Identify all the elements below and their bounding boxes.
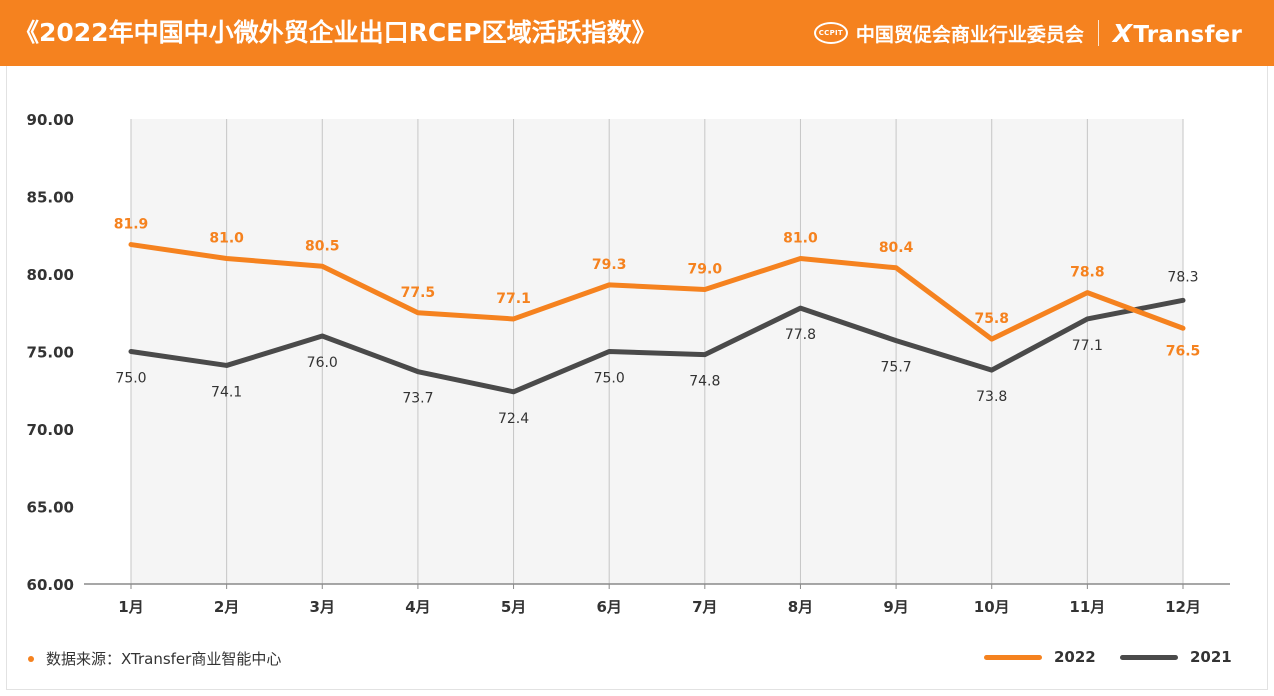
y-tick-label: 65.00 <box>27 499 74 517</box>
x-tick-label: 9月 <box>883 598 908 616</box>
data-point-2022 <box>1181 326 1185 330</box>
data-label-2021: 74.1 <box>211 384 242 400</box>
data-label-2022: 77.1 <box>496 291 531 307</box>
data-point-2021 <box>512 390 516 394</box>
data-label-2021: 73.8 <box>976 389 1007 405</box>
series-line-2022 <box>128 242 1186 342</box>
xtransfer-logo-text: Transfer <box>1133 21 1242 48</box>
org-name: 中国贸促会商业行业委员会 <box>855 23 1084 46</box>
y-tick-label: 90.00 <box>27 111 74 129</box>
x-tick-label: 10月 <box>974 598 1010 616</box>
chart-frame <box>6 66 1268 690</box>
data-label-2021: 75.0 <box>594 371 625 387</box>
data-point-2022 <box>703 288 707 291</box>
data-label-2022: 81.0 <box>783 231 818 247</box>
data-source-note: 数据来源：XTransfer商业智能中心 <box>28 648 281 669</box>
legend-swatch-2021 <box>1120 654 1178 660</box>
x-tick-label: 5月 <box>501 598 526 616</box>
x-tick-label: 11月 <box>1069 598 1105 616</box>
data-point-2022 <box>798 257 802 260</box>
data-label-2022: 78.8 <box>1070 265 1105 281</box>
series-line-2021 <box>128 297 1186 395</box>
data-point-2022 <box>416 311 420 315</box>
x-tick-label: 6月 <box>596 598 621 616</box>
data-point-2021 <box>1181 298 1185 302</box>
data-label-2021: 74.8 <box>689 374 720 390</box>
data-label-2022: 80.5 <box>305 238 340 254</box>
legend-label-2021: 2021 <box>1190 648 1232 666</box>
page-title: 《2022年中国中小微外贸企业出口RCEP区域活跃指数》 <box>14 18 657 47</box>
data-point-2021 <box>703 353 707 357</box>
data-point-2021 <box>320 334 324 338</box>
legend-label-2022: 2022 <box>1054 648 1096 666</box>
data-source-text: 数据来源：XTransfer商业智能中心 <box>46 650 282 668</box>
data-point-2021 <box>1085 317 1089 321</box>
data-point-2022 <box>990 337 994 341</box>
data-point-2022 <box>894 266 898 270</box>
data-point-2022 <box>1085 291 1089 295</box>
data-point-2021 <box>990 368 994 372</box>
bullet-icon <box>28 655 34 662</box>
data-label-2021: 75.0 <box>115 371 146 387</box>
data-label-2021: 76.0 <box>307 355 338 371</box>
data-label-2021: 72.4 <box>498 411 529 427</box>
data-point-2022 <box>512 317 516 321</box>
xtransfer-logo-x: X <box>1112 18 1133 48</box>
x-tick-label: 4月 <box>405 598 430 616</box>
x-tick-label: 2月 <box>214 598 239 616</box>
data-label-2022: 81.9 <box>114 217 149 233</box>
data-label-2022: 75.8 <box>974 311 1009 327</box>
ccpit-logo-icon: CCPIT <box>813 22 848 44</box>
data-label-2021: 77.8 <box>785 327 816 343</box>
data-point-2021 <box>894 339 898 343</box>
brand-divider <box>1097 20 1099 46</box>
data-point-2021 <box>416 370 420 374</box>
data-point-2021 <box>129 350 133 353</box>
data-point-2022 <box>607 283 611 287</box>
brand-area: CCPIT 中国贸促会商业行业委员会 XTransfer <box>813 0 1242 66</box>
data-point-2021 <box>225 363 229 367</box>
data-label-2021: 73.7 <box>402 391 433 407</box>
data-point-2021 <box>798 306 802 310</box>
legend-swatch-2022 <box>984 654 1042 660</box>
data-label-2022: 77.5 <box>401 285 436 301</box>
x-tick-label: 1月 <box>118 598 143 616</box>
data-label-2021: 77.1 <box>1072 338 1103 354</box>
data-point-2021 <box>607 350 611 353</box>
data-label-2022: 79.3 <box>592 257 627 273</box>
data-label-2022: 80.4 <box>879 240 914 256</box>
y-tick-label: 85.00 <box>27 189 74 207</box>
x-tick-label: 8月 <box>788 598 813 616</box>
x-tick-label: 3月 <box>310 598 335 616</box>
legend-item-2021: 2021 <box>1120 648 1232 666</box>
x-tick-label: 7月 <box>692 598 717 616</box>
data-label-2022: 76.5 <box>1166 343 1201 359</box>
data-point-2022 <box>225 257 229 260</box>
data-point-2022 <box>129 243 133 247</box>
data-label-2022: 79.0 <box>688 262 723 278</box>
ccpit-logo-text: CCPIT <box>818 29 843 37</box>
data-label-2022: 81.0 <box>209 231 244 247</box>
x-tick-label: 12月 <box>1165 598 1201 616</box>
header-bar: 《2022年中国中小微外贸企业出口RCEP区域活跃指数》 CCPIT 中国贸促会… <box>0 0 1274 66</box>
y-tick-label: 70.00 <box>27 421 74 439</box>
legend-item-2022: 2022 <box>984 648 1096 666</box>
data-point-2022 <box>320 264 324 268</box>
y-tick-label: 60.00 <box>27 576 74 594</box>
data-label-2021: 78.3 <box>1167 269 1198 285</box>
xtransfer-logo: XTransfer <box>1113 19 1242 48</box>
y-tick-label: 75.00 <box>27 344 74 362</box>
y-tick-label: 80.00 <box>27 266 74 284</box>
data-label-2021: 75.7 <box>881 360 912 376</box>
